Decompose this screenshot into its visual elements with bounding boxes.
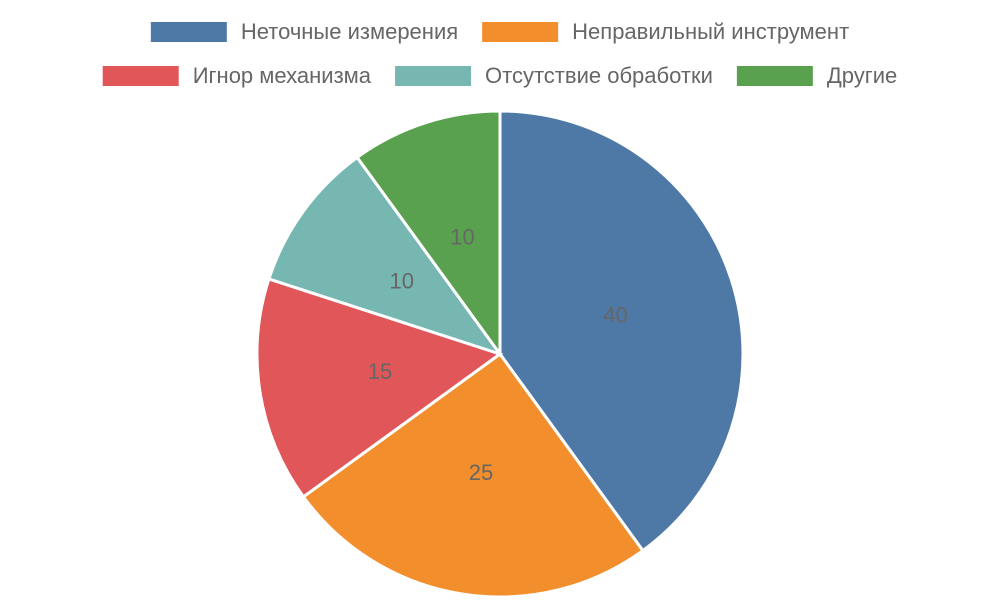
pie-slice [255,277,504,499]
legend-swatch [736,66,813,86]
pie-slice [301,351,645,599]
value-label: 10 [389,268,413,293]
pie-slice [498,109,745,553]
legend-label: Отсутствие обработки [485,63,713,88]
pie-slice [355,109,502,359]
legend-row: Игнор механизма Отсутствие обработки Други… [102,63,897,88]
legend-row: Неточные измерения Неправильный инструмен… [150,19,849,44]
value-label: 15 [368,359,392,384]
value-label: 10 [450,224,474,249]
legend-swatch [482,22,559,42]
legend-label: Неточные измерения [241,19,458,44]
legend-label: Игнор механизма [193,63,372,88]
value-label: 40 [603,302,627,327]
legend-swatch [395,66,472,86]
legend-label: Другие [827,63,897,88]
pie-slice [267,155,504,357]
legend-swatch [150,22,227,42]
legend-swatch [102,66,179,86]
legend-label: Неправильный инструмент [572,19,849,44]
value-label: 25 [469,460,493,485]
